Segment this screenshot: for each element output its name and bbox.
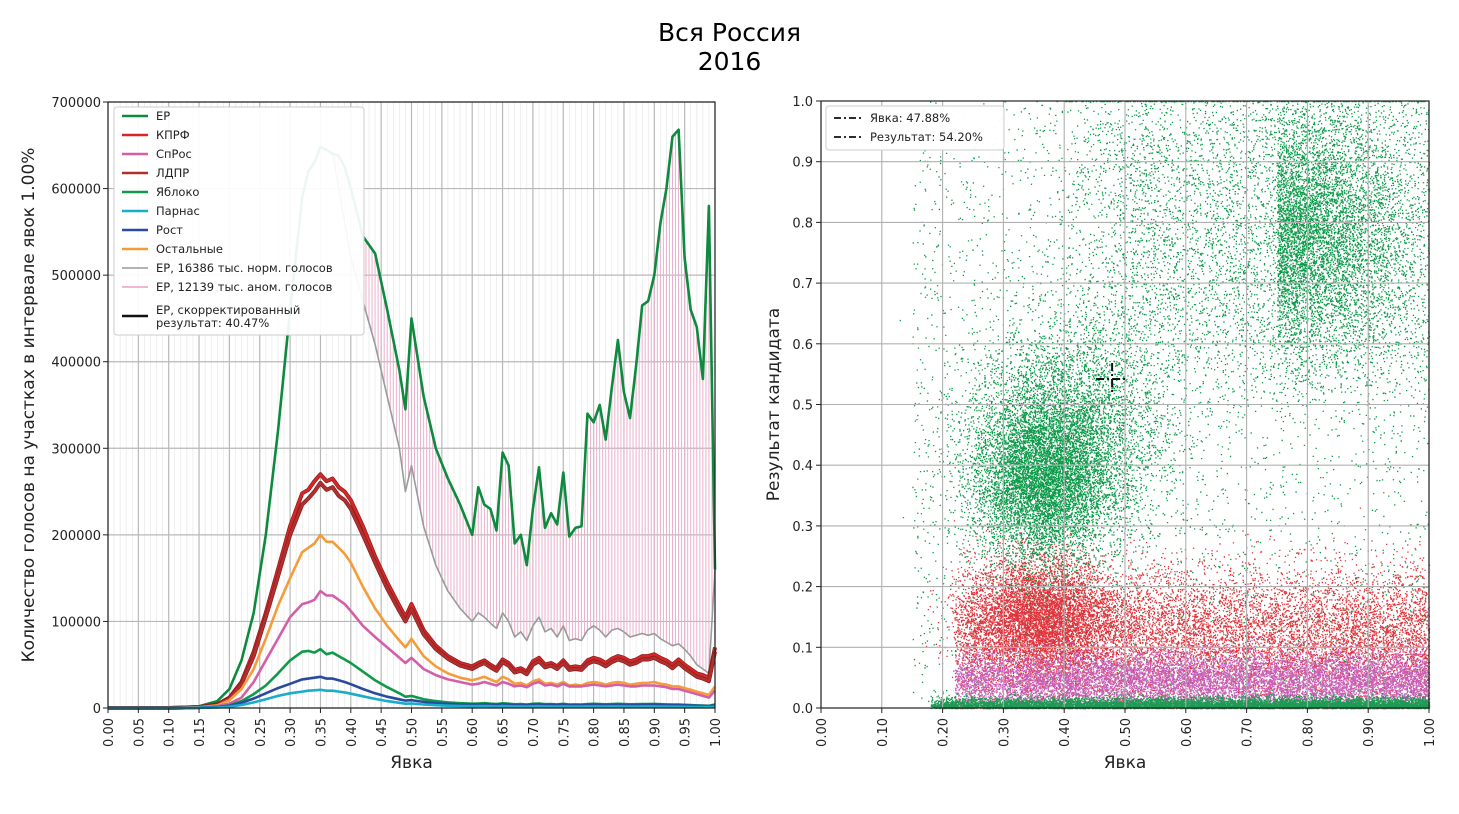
legend-label: ЕР, скорректированный — [156, 303, 300, 317]
x-tick-label: 0.10 — [163, 718, 178, 747]
legend-label: ЛДПР — [156, 166, 189, 180]
scatter-er-core — [926, 314, 1185, 619]
figure-title: Вся Россия 2016 — [0, 18, 1459, 76]
y-tick-label: 0.4 — [792, 459, 813, 474]
legend-label: Рост — [156, 223, 183, 237]
scatter-er-halo — [899, 200, 1274, 621]
legend: Явка: 47.88% Результат: 54.20% — [825, 105, 1005, 151]
legend-label: результат: 40.47% — [156, 316, 269, 330]
x-tick-label: 0.20 — [223, 718, 238, 747]
legend-box — [825, 105, 1005, 151]
scatter-er-high — [1277, 101, 1431, 442]
y-tick-label: 0.5 — [792, 399, 813, 414]
y-tick-label: 700000 — [51, 96, 101, 111]
series-line — [108, 472, 717, 710]
x-tick-label: 0.80 — [1301, 718, 1316, 747]
series-line — [108, 675, 716, 710]
x-tick-label: 0.55 — [436, 718, 451, 747]
legend-label: ЕР — [156, 109, 170, 123]
x-tick-label: 0.90 — [648, 718, 663, 747]
x-tick-label: 0.10 — [876, 718, 891, 747]
x-tick-label: 0.40 — [345, 718, 360, 747]
legend-label: ЕР, 16386 тыс. норм. голосов — [156, 261, 333, 275]
legend-label: КПРФ — [156, 128, 190, 142]
y-tick-label: 0.2 — [792, 581, 813, 596]
y-tick-label: 0.8 — [792, 216, 813, 231]
figure-title-line1: Вся Россия — [657, 18, 802, 47]
y-axis-label: Количество голосов на участках в интерва… — [19, 148, 39, 663]
x-tick-label: 1.00 — [709, 718, 724, 747]
y-tick-label: 0.0 — [792, 702, 813, 717]
legend-label: СпРос — [156, 147, 192, 161]
y-tick-label: 0.1 — [792, 641, 813, 656]
x-tick-label: 0.20 — [937, 718, 952, 747]
x-tick-label: 0.60 — [1180, 718, 1195, 747]
x-tick-label: 0.05 — [132, 718, 147, 747]
y-tick-label: 0.3 — [792, 520, 813, 535]
x-tick-label: 0.00 — [102, 718, 117, 747]
y-tick-label: 500000 — [51, 269, 101, 284]
y-tick-label: 0.6 — [792, 338, 813, 353]
x-tick-label: 0.80 — [588, 718, 603, 747]
scatter-kprf-ldpr — [954, 492, 1431, 710]
legend-label: ЕР, 12139 тыс. аном. голосов — [156, 280, 333, 294]
x-tick-label: 0.70 — [527, 718, 542, 747]
y-tick-label: 400000 — [51, 356, 101, 371]
x-tick-label: 0.35 — [314, 718, 329, 747]
series-line — [108, 533, 717, 710]
x-tick-label: 0.60 — [466, 718, 481, 747]
x-tick-label: 0.15 — [193, 718, 208, 747]
x-tick-label: 0.85 — [618, 718, 633, 747]
legend-box — [113, 106, 365, 336]
legend-label: Остальные — [156, 242, 223, 256]
y-tick-label: 0.7 — [792, 277, 813, 292]
y-tick-label: 1.0 — [792, 95, 813, 110]
x-axis-label: Явка — [390, 753, 433, 773]
y-axis-label: Результат кандидата — [764, 308, 784, 501]
legend-label: Парнас — [156, 204, 200, 218]
x-tick-label: 1.00 — [1423, 718, 1438, 747]
x-tick-label: 0.00 — [815, 718, 830, 747]
vote-histogram-chart: 0.00 0.05 0.10 0.15 0.20 0.25 0.30 0.35 0.40 0.45… — [19, 96, 724, 773]
x-tick-label: 0.50 — [1119, 718, 1134, 747]
x-tick-label: 0.65 — [497, 718, 512, 747]
x-tick-label: 0.50 — [406, 718, 421, 747]
legend-label: Результат: 54.20% — [870, 130, 983, 144]
y-tick-label: 600000 — [51, 183, 101, 198]
y-tick-label: 200000 — [51, 529, 101, 544]
x-axis-label: Явка — [1104, 753, 1147, 773]
y-tick-label: 100000 — [51, 615, 101, 630]
scatter-sprос — [954, 615, 1431, 710]
legend: ЕР КПРФ СпРос ЛДПР Яблоко Парнас Рост Остальные… — [113, 106, 365, 336]
y-tick-label: 0 — [93, 702, 101, 717]
x-tick-label: 0.95 — [679, 718, 694, 747]
y-tick-label: 0.9 — [792, 156, 813, 171]
x-tick-label: 0.30 — [997, 718, 1012, 747]
x-tick-label: 0.75 — [557, 718, 572, 747]
legend-label: Явка: 47.88% — [870, 111, 950, 125]
scatter-small-parties — [930, 684, 1431, 710]
x-tick-label: 0.45 — [375, 718, 390, 747]
legend-label: Яблоко — [156, 185, 199, 199]
x-tick-label: 0.40 — [1058, 718, 1073, 747]
x-tick-label: 0.30 — [284, 718, 299, 747]
turnout-result-scatter-chart: 0.00 0.10 0.20 0.30 0.40 0.50 0.60 0.70 0.80 0.90… — [764, 95, 1438, 773]
x-tick-label: 0.90 — [1362, 718, 1377, 747]
x-tick-label: 0.25 — [254, 718, 269, 747]
x-tick-label: 0.70 — [1241, 718, 1256, 747]
series-line — [108, 688, 716, 710]
figure-title-line2: 2016 — [697, 47, 762, 76]
series-line — [108, 481, 717, 710]
series-line — [108, 589, 716, 710]
y-tick-label: 300000 — [51, 442, 101, 457]
